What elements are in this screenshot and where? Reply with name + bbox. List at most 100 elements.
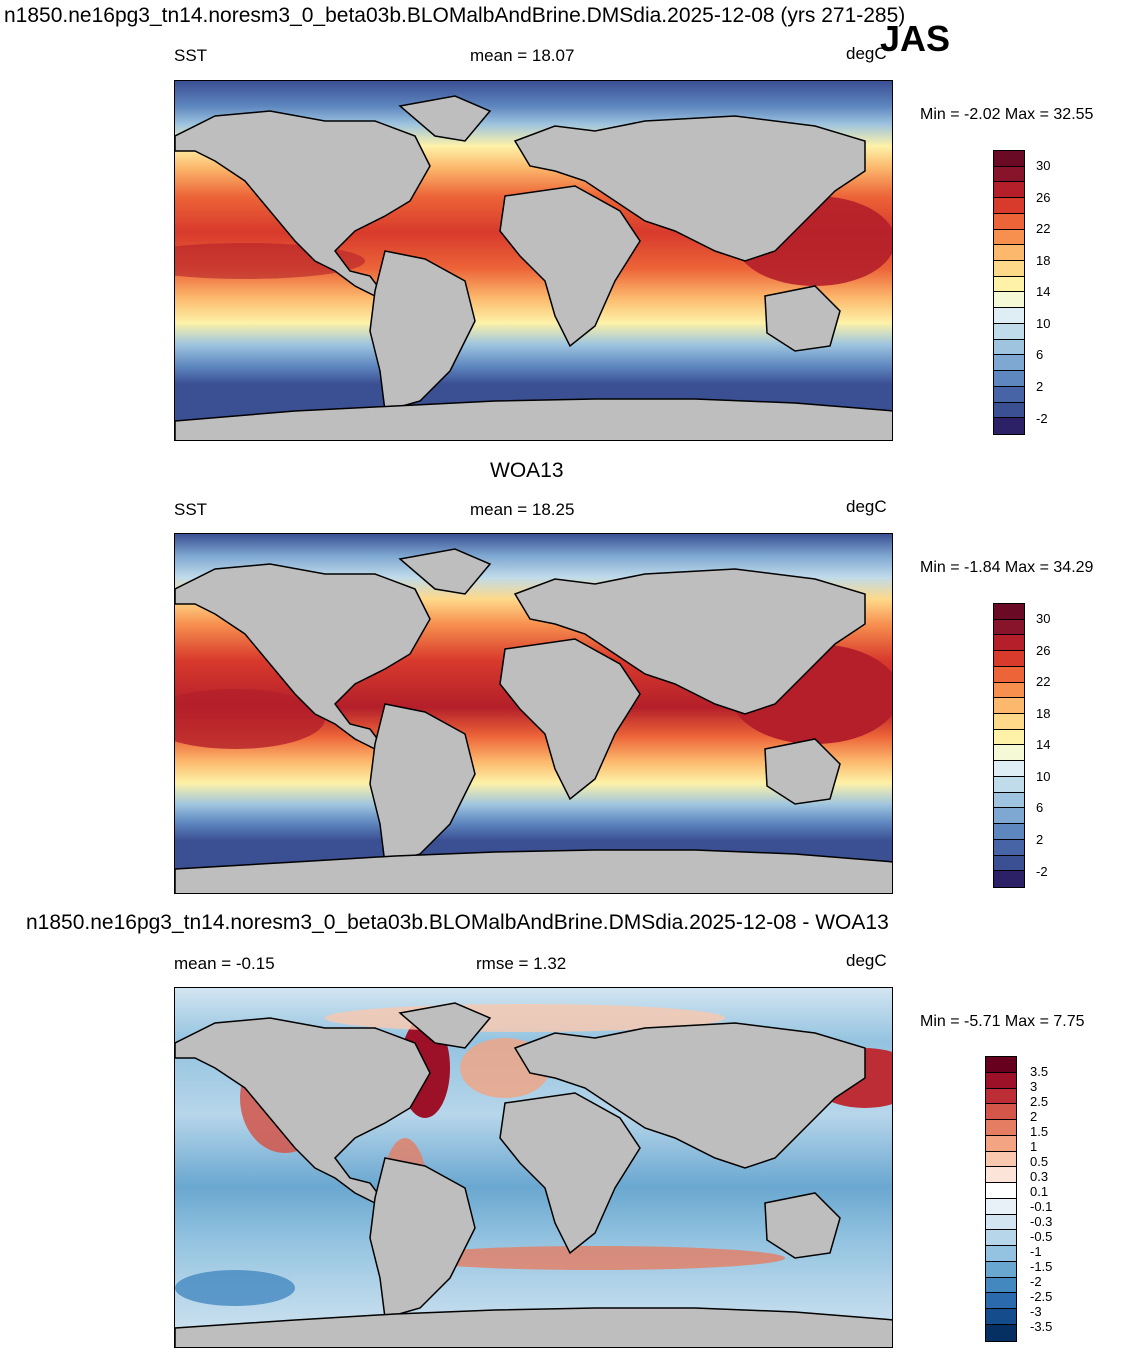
colorbar-swatch: [994, 635, 1024, 652]
panel-3-minmax: Min = -5.71 Max = 7.75: [920, 1013, 1085, 1030]
colorbar-tick: 2.5: [1030, 1094, 1049, 1109]
colorbar-swatch: [994, 151, 1024, 167]
colorbar-swatch: [994, 761, 1024, 777]
colorbar-tick: 2: [1036, 832, 1044, 847]
panel-2-units: degC: [846, 497, 887, 516]
colorbar-swatch: [994, 682, 1024, 699]
colorbar-swatch: [994, 371, 1024, 387]
colorbar-tick: 30: [1036, 158, 1051, 173]
panel-2-minmax: Min = -1.84 Max = 34.29: [920, 559, 1094, 576]
colorbar-tick: 2: [1030, 1109, 1038, 1124]
colorbar-tick: 22: [1036, 674, 1051, 689]
colorbar-swatch: [994, 714, 1024, 730]
colorbar-swatch: [986, 1309, 1016, 1326]
colorbar-tick: 26: [1036, 643, 1051, 658]
colorbar-swatch: [994, 323, 1024, 340]
land-mask: [175, 95, 892, 440]
colorbar-swatch: [994, 166, 1024, 183]
colorbar-tick: 3.5: [1030, 1064, 1049, 1079]
panel-2-map: [174, 533, 893, 894]
colorbar-tick: -1.5: [1030, 1259, 1053, 1274]
colorbar-swatch: [994, 261, 1024, 277]
colorbar-swatch: [986, 1230, 1016, 1247]
colorbar-swatch: [986, 1198, 1016, 1215]
colorbar-swatch: [986, 1277, 1016, 1294]
colorbar-swatch: [986, 1120, 1016, 1136]
colorbar-swatch: [994, 729, 1024, 746]
panel-2-mean: mean = 18.25: [470, 500, 575, 519]
colorbar-swatch: [994, 855, 1024, 872]
colorbar-swatch: [986, 1135, 1016, 1152]
colorbar-swatch: [994, 355, 1024, 372]
colorbar-tick: 10: [1036, 769, 1051, 784]
panel-3-map: [174, 987, 893, 1348]
colorbar-tick: 30: [1036, 611, 1051, 626]
panel-1-variable: SST: [174, 46, 208, 65]
colorbar-tick: -2.5: [1030, 1289, 1053, 1304]
colorbar-tick: 6: [1036, 347, 1044, 362]
panel-1-units: degC: [846, 44, 887, 63]
colorbar-swatch: [994, 339, 1024, 356]
panel-3-mean: mean = -0.15: [174, 954, 275, 973]
colorbar-tick: -0.5: [1030, 1229, 1053, 1244]
colorbar-swatch: [986, 1325, 1016, 1341]
colorbar-swatch: [994, 386, 1024, 403]
colorbar-swatch: [994, 839, 1024, 856]
colorbar-tick: 14: [1036, 284, 1051, 299]
panel-3-rmse: rmse = 1.32: [476, 954, 567, 973]
panel-2-colorbar: [993, 603, 1025, 888]
colorbar-tick: 0.1: [1030, 1184, 1049, 1199]
panel-2-variable: SST: [174, 500, 208, 519]
colorbar-swatch: [994, 792, 1024, 809]
panel-1-colorbar: [993, 150, 1025, 435]
colorbar-swatch: [994, 745, 1024, 762]
colorbar-tick: -0.3: [1030, 1214, 1053, 1229]
colorbar-tick: -3.5: [1030, 1319, 1053, 1334]
colorbar-tick: 18: [1036, 706, 1051, 721]
colorbar-tick: -0.1: [1030, 1199, 1053, 1214]
colorbar-swatch: [994, 308, 1024, 324]
colorbar-tick: 1: [1030, 1139, 1038, 1154]
colorbar-tick: -2: [1036, 864, 1048, 879]
colorbar-swatch: [986, 1072, 1016, 1089]
panel-2-title: WOA13: [490, 459, 564, 482]
land-mask: [175, 548, 892, 893]
colorbar-tick: 1.5: [1030, 1124, 1049, 1139]
colorbar-swatch: [994, 418, 1024, 434]
colorbar-swatch: [994, 871, 1024, 887]
panel-1-map: [174, 80, 893, 441]
panel-3-units: degC: [846, 951, 887, 970]
colorbar-tick: -2: [1030, 1274, 1042, 1289]
colorbar-swatch: [994, 198, 1024, 214]
colorbar-tick: 18: [1036, 253, 1051, 268]
panel-1-minmax: Min = -2.02 Max = 32.55: [920, 106, 1094, 123]
colorbar-tick: 22: [1036, 221, 1051, 236]
colorbar-swatch: [986, 1214, 1016, 1231]
colorbar-tick: 0.5: [1030, 1154, 1049, 1169]
colorbar-tick: -2: [1036, 411, 1048, 426]
colorbar-swatch: [986, 1167, 1016, 1184]
colorbar-tick: 14: [1036, 737, 1051, 752]
colorbar-swatch: [994, 182, 1024, 199]
colorbar-swatch: [994, 651, 1024, 667]
colorbar-tick: 26: [1036, 190, 1051, 205]
colorbar-swatch: [986, 1088, 1016, 1105]
colorbar-swatch: [986, 1183, 1016, 1199]
colorbar-tick: -3: [1030, 1304, 1042, 1319]
colorbar-swatch: [994, 402, 1024, 419]
colorbar-tick: 3: [1030, 1079, 1038, 1094]
colorbar-swatch: [986, 1293, 1016, 1310]
figure-title: n1850.ne16pg3_tn14.noresm3_0_beta03b.BLO…: [4, 4, 906, 27]
colorbar-swatch: [986, 1261, 1016, 1278]
colorbar-tick: 10: [1036, 316, 1051, 331]
colorbar-swatch: [986, 1104, 1016, 1121]
colorbar-swatch: [994, 808, 1024, 825]
colorbar-swatch: [994, 666, 1024, 683]
colorbar-swatch: [986, 1057, 1016, 1073]
colorbar-tick: 0.3: [1030, 1169, 1049, 1184]
panel-3-title: n1850.ne16pg3_tn14.noresm3_0_beta03b.BLO…: [26, 911, 889, 934]
colorbar-tick: 6: [1036, 800, 1044, 815]
colorbar-swatch: [994, 824, 1024, 840]
colorbar-swatch: [994, 229, 1024, 246]
colorbar-swatch: [986, 1246, 1016, 1262]
